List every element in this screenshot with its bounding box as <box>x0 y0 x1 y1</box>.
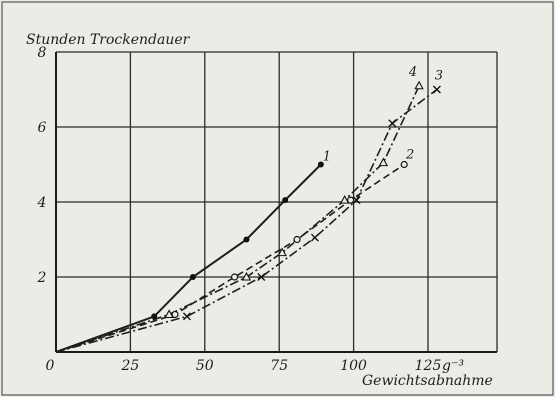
x-tick-labels: 0 25 50 75 100 125 g⁻³ <box>46 358 465 374</box>
y-tick-labels: 2 4 6 8 <box>37 45 47 286</box>
y-tick-label-6: 6 <box>38 120 47 136</box>
series-2-line <box>55 163 405 353</box>
series-4-point-1 <box>164 309 174 319</box>
x-axis-title: Gewichtsabnahme <box>362 373 493 389</box>
series-3-point-6 <box>432 85 441 94</box>
series-4-line <box>55 85 420 353</box>
series-4-point-5 <box>378 157 389 167</box>
series-3-point-5 <box>388 119 397 128</box>
x-tick-label-125: 125 <box>415 358 442 374</box>
series-4-point-4 <box>339 194 350 204</box>
series-2-point-3 <box>293 235 301 244</box>
series-3-point-4 <box>352 196 361 205</box>
series-3-point-1 <box>182 312 191 321</box>
y-tick-label-2: 2 <box>37 270 47 286</box>
x-tick-label-0: 0 <box>46 358 55 374</box>
series-2-point-1 <box>171 310 179 319</box>
series-1-point-5 <box>317 161 324 168</box>
grid <box>56 51 498 352</box>
x-tick-label-25: 25 <box>120 358 139 374</box>
series-2-point-5 <box>400 160 408 169</box>
series-labels: 1 2 3 4 <box>323 65 443 165</box>
series-3-point-2 <box>257 273 266 281</box>
series-1-point-3 <box>243 236 250 243</box>
x-unit-label: g⁻³ <box>442 358 464 374</box>
x-tick-label-50: 50 <box>196 358 214 374</box>
series-1-point-4 <box>282 197 289 204</box>
series-4-label: 4 <box>408 65 417 80</box>
series-1-point-1 <box>151 313 158 320</box>
series-3-label: 3 <box>435 69 443 84</box>
y-tick-label-8: 8 <box>38 45 47 61</box>
series-2-point-2 <box>230 273 239 281</box>
series-1-line <box>55 163 322 353</box>
y-tick-label-4: 4 <box>37 195 47 211</box>
series-2-point-4 <box>347 196 355 204</box>
series-3-line <box>55 88 438 353</box>
series-1-label: 1 <box>323 150 331 165</box>
y-axis-title: Stunden Trockendauer <box>26 32 191 48</box>
series-lines <box>55 85 438 353</box>
series-1-point-2 <box>189 274 196 280</box>
series-4-point-3 <box>277 247 287 257</box>
series-markers <box>151 80 441 321</box>
axes <box>55 52 497 353</box>
x-tick-label-100: 100 <box>340 358 367 374</box>
series-2-label: 2 <box>405 148 414 163</box>
series-4-point-6 <box>414 80 424 90</box>
series-3-point-3 <box>310 233 319 242</box>
x-tick-label-75: 75 <box>270 358 288 374</box>
series-4-point-2 <box>241 271 252 281</box>
